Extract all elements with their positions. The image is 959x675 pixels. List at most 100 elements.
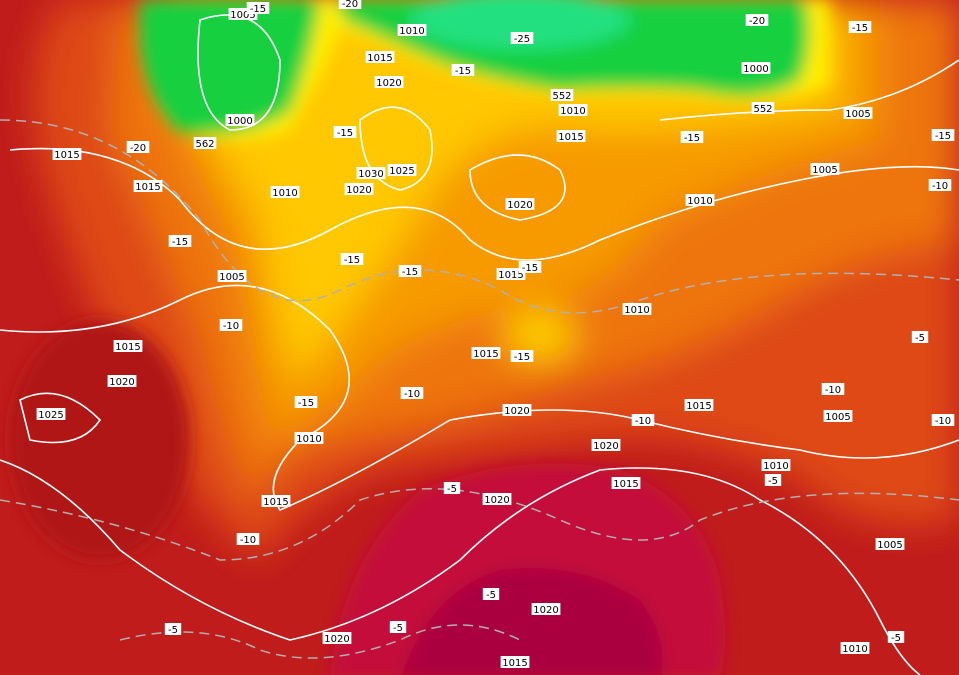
- contour-label: -5: [768, 476, 778, 487]
- label-box: [751, 102, 775, 114]
- label-box: [931, 129, 955, 141]
- contour-label: 562: [195, 139, 214, 150]
- contour-label: 1010: [763, 461, 788, 472]
- contour-label: 1025: [38, 410, 63, 421]
- label-box: [374, 76, 404, 88]
- contour-label: -5: [168, 625, 178, 636]
- contour-labels: 1005 -15 -20 1010 -25 -20 -15 1000 1015 -15 1020 55…: [36, 0, 955, 669]
- label-box: [622, 303, 652, 315]
- label-box: [236, 533, 260, 545]
- contour-label: -25: [514, 34, 530, 45]
- label-box: [496, 268, 526, 280]
- label-box: [294, 396, 318, 408]
- label-box: [745, 14, 769, 26]
- contour-label: -5: [393, 623, 403, 634]
- label-box: [133, 180, 163, 192]
- contour-label: 1010: [842, 644, 867, 655]
- contour-label: -20: [342, 0, 358, 10]
- label-box: [931, 414, 955, 426]
- contour-label: 1020: [324, 634, 349, 645]
- label-box: [107, 375, 137, 387]
- contour-label: 1020: [109, 377, 134, 388]
- contour-label: -10: [223, 321, 239, 332]
- label-box: [518, 261, 542, 273]
- contour-label: -15: [514, 352, 530, 363]
- label-box: [443, 482, 461, 494]
- label-box: [823, 410, 853, 422]
- contour-label: 1015: [135, 182, 160, 193]
- label-box: [356, 167, 386, 179]
- isotherm: [119, 624, 521, 659]
- contour-label: -10: [935, 416, 951, 427]
- contour-label: 1010: [624, 305, 649, 316]
- label-box: [928, 179, 952, 191]
- contour-label: -15: [298, 398, 314, 409]
- contour-label: 1025: [389, 166, 414, 177]
- label-box: [261, 495, 291, 507]
- contour-label: -5: [915, 333, 925, 344]
- label-box: [270, 186, 300, 198]
- contour-label: 1010: [560, 106, 585, 117]
- label-box: [482, 493, 512, 505]
- contour-label: -20: [749, 16, 765, 27]
- label-box: [550, 89, 574, 101]
- contour-label: 1020: [504, 406, 529, 417]
- isotherms: [0, 119, 959, 659]
- label-box: [500, 656, 530, 668]
- contour-label: 1010: [296, 434, 321, 445]
- label-box: [821, 383, 845, 395]
- contour-label: 1015: [502, 658, 527, 669]
- label-box: [631, 414, 655, 426]
- label-box: [741, 62, 771, 74]
- label-box: [505, 198, 535, 210]
- contour-label: 1000: [743, 64, 768, 75]
- contour-label: -10: [932, 181, 948, 192]
- label-box: [840, 642, 870, 654]
- label-box: [217, 270, 247, 282]
- contour-label: 1020: [346, 185, 371, 196]
- label-box: [365, 51, 395, 63]
- label-box: [510, 350, 534, 362]
- contour-label: 552: [753, 104, 772, 115]
- label-box: [294, 432, 324, 444]
- contour-label: -5: [891, 633, 901, 644]
- contour-label: 1020: [507, 200, 532, 211]
- label-box: [451, 64, 475, 76]
- isobar: [0, 284, 959, 511]
- label-box: [556, 130, 586, 142]
- contour-label: 1015: [558, 132, 583, 143]
- label-box: [219, 319, 243, 331]
- label-box: [246, 2, 270, 14]
- isobar: [9, 147, 959, 261]
- contour-label: 552: [552, 91, 571, 102]
- contour-label: 1030: [358, 169, 383, 180]
- label-box: [338, 0, 362, 9]
- contour-label: 1010: [399, 26, 424, 37]
- label-box: [471, 347, 501, 359]
- label-box: [810, 163, 840, 175]
- label-box: [52, 148, 82, 160]
- contour-label: 1015: [686, 401, 711, 412]
- label-box: [333, 126, 357, 138]
- contour-label: 1015: [613, 479, 638, 490]
- contour-label: -15: [250, 4, 266, 15]
- label-box: [193, 137, 217, 149]
- contour-label: 1020: [376, 78, 401, 89]
- label-box: [591, 439, 621, 451]
- contour-label: -10: [240, 535, 256, 546]
- label-box: [164, 623, 182, 635]
- label-box: [611, 477, 641, 489]
- isotherm: [0, 119, 959, 314]
- label-box: [685, 194, 715, 206]
- contour-label: 1010: [272, 188, 297, 199]
- label-box: [168, 235, 192, 247]
- label-box: [502, 404, 532, 416]
- label-box: [36, 408, 66, 420]
- contour-label: -5: [447, 484, 457, 495]
- isotherm: [0, 488, 959, 561]
- label-box: [848, 21, 872, 33]
- contour-label: 1005: [812, 165, 837, 176]
- contour-label: 1005: [877, 540, 902, 551]
